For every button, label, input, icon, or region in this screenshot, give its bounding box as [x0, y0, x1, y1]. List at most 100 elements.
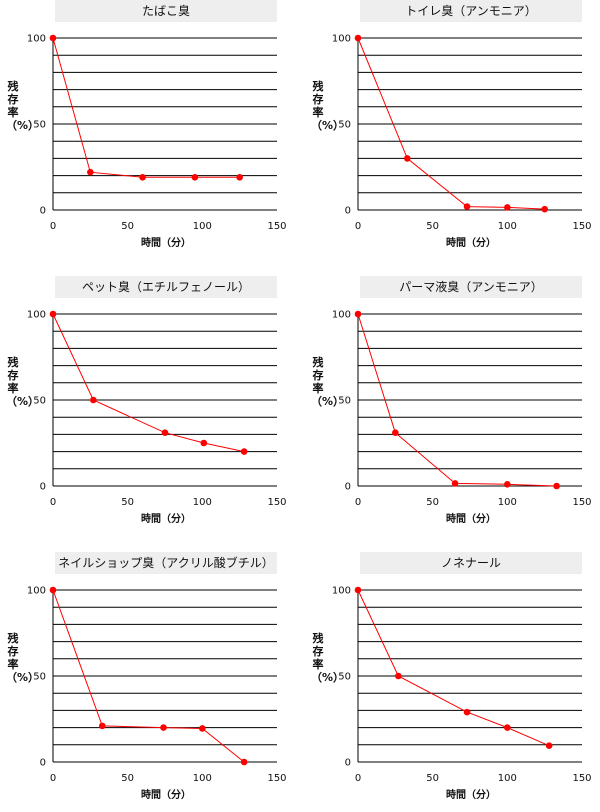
- data-point: [504, 204, 511, 211]
- x-tick-label: 0: [355, 773, 361, 784]
- y-tick-label: 50: [33, 396, 46, 407]
- chart-title: トイレ臭（アンモニア）: [360, 0, 582, 22]
- data-point: [49, 310, 57, 318]
- data-point: [200, 439, 208, 447]
- x-axis-label: 時間（分）: [141, 514, 191, 525]
- data-point: [191, 174, 199, 181]
- chart-title: ネイルショップ臭（アクリル酸ブチル）: [55, 552, 277, 574]
- x-axis-label: 時間（分）: [446, 790, 496, 801]
- y-tick-label: 0: [345, 482, 351, 493]
- y-tick-label: 100: [332, 310, 351, 321]
- data-point: [463, 708, 471, 716]
- x-tick-label: 50: [121, 497, 134, 508]
- data-point: [504, 480, 511, 488]
- chart-title: ノネナール: [360, 552, 582, 574]
- x-tick-label: 0: [355, 221, 361, 232]
- y-tick-label: 50: [338, 120, 351, 131]
- data-point: [90, 396, 97, 404]
- y-axis-label: 残存率（%）: [311, 356, 345, 408]
- data-point: [451, 480, 459, 487]
- x-tick-label: 150: [572, 497, 591, 508]
- y-tick-label: 50: [33, 120, 46, 131]
- x-tick-label: 50: [426, 497, 439, 508]
- y-tick-label: 100: [27, 586, 46, 597]
- x-axis-label: 時間（分）: [446, 514, 496, 525]
- chart-panel: 0 50 100 0 50 100 150 ネイルショップ臭（アクリル酸ブチル） 残存率（%） 時…: [0, 552, 290, 812]
- data-point: [49, 586, 57, 594]
- data-point: [395, 672, 402, 680]
- y-axis-label: 残存率（%）: [6, 80, 40, 132]
- y-axis-label: 残存率（%）: [6, 632, 40, 684]
- chart-title: パーマ液臭（アンモニア）: [360, 276, 582, 298]
- y-tick-label: 100: [332, 34, 351, 45]
- x-tick-label: 100: [498, 221, 517, 232]
- x-tick-label: 50: [426, 773, 439, 784]
- line-chart: 0 50 100 0 50 100 150: [27, 586, 287, 785]
- y-tick-label: 0: [345, 758, 351, 769]
- y-tick-label: 0: [345, 206, 351, 217]
- x-tick-label: 50: [426, 221, 439, 232]
- data-point: [240, 758, 248, 766]
- data-point: [392, 429, 399, 436]
- x-tick-label: 0: [50, 773, 56, 784]
- data-point: [139, 174, 146, 181]
- chart-panel: 0 50 100 0 50 100 150 ノネナール 残存率（%） 時間（分）: [305, 552, 595, 812]
- data-point: [160, 724, 167, 731]
- x-tick-label: 0: [50, 221, 56, 232]
- line-chart: 0 50 100 0 50 100 150: [27, 34, 287, 233]
- x-tick-label: 100: [498, 773, 517, 784]
- line-chart: 0 50 100 0 50 100 150: [332, 34, 592, 233]
- y-axis-label: 残存率（%）: [6, 356, 40, 408]
- x-tick-label: 0: [50, 497, 56, 508]
- x-tick-label: 100: [193, 497, 212, 508]
- y-axis-label: 残存率（%）: [311, 80, 345, 132]
- data-point: [504, 724, 511, 731]
- line-chart: 0 50 100 0 50 100 150: [27, 310, 287, 509]
- data-point: [98, 722, 106, 730]
- x-axis-label: 時間（分）: [141, 790, 191, 801]
- chart-panel: 0 50 100 0 50 100 150 ペット臭（エチルフェノール） 残存率（%） 時間（分）: [0, 276, 290, 536]
- y-tick-label: 100: [27, 34, 46, 45]
- chart-panel: 0 50 100 0 50 100 150 パーマ液臭（アンモニア） 残存率（%） 時間（分）: [305, 276, 595, 536]
- x-tick-label: 50: [121, 773, 134, 784]
- data-point: [354, 310, 362, 318]
- y-tick-label: 50: [338, 396, 351, 407]
- x-tick-label: 100: [193, 221, 212, 232]
- x-tick-label: 0: [355, 497, 361, 508]
- x-axis-label: 時間（分）: [141, 238, 191, 249]
- x-tick-label: 100: [193, 773, 212, 784]
- chart-panel: 0 50 100 0 50 100 150 トイレ臭（アンモニア） 残存率（%） 時間（分）: [305, 0, 595, 260]
- data-point: [161, 429, 169, 436]
- line-chart: 0 50 100 0 50 100 150: [332, 586, 592, 785]
- data-point: [354, 586, 362, 594]
- y-tick-label: 0: [40, 206, 46, 217]
- x-tick-label: 150: [267, 773, 286, 784]
- y-tick-label: 50: [338, 672, 351, 683]
- x-tick-label: 150: [572, 221, 591, 232]
- chart-title: ペット臭（エチルフェノール）: [55, 276, 277, 298]
- data-point: [403, 155, 411, 162]
- y-tick-label: 50: [33, 672, 46, 683]
- chart-panel: 0 50 100 0 50 100 150 たばこ臭残存率（%） 時間（分）: [0, 0, 290, 260]
- x-tick-label: 50: [121, 221, 134, 232]
- y-tick-label: 100: [332, 586, 351, 597]
- y-tick-label: 0: [40, 758, 46, 769]
- data-point: [49, 34, 57, 42]
- x-axis-label: 時間（分）: [446, 238, 496, 249]
- data-point: [354, 34, 362, 42]
- y-tick-label: 100: [27, 310, 46, 321]
- line-chart: 0 50 100 0 50 100 150: [332, 310, 592, 509]
- x-tick-label: 150: [267, 497, 286, 508]
- data-point: [463, 203, 471, 210]
- series-line: [52, 37, 240, 178]
- data-point: [553, 482, 560, 490]
- x-tick-label: 150: [572, 773, 591, 784]
- data-point: [541, 205, 548, 213]
- data-point: [545, 742, 553, 749]
- data-point: [236, 174, 243, 181]
- data-point: [87, 168, 94, 176]
- x-tick-label: 150: [267, 221, 286, 232]
- chart-title: たばこ臭: [55, 0, 277, 22]
- y-tick-label: 0: [40, 482, 46, 493]
